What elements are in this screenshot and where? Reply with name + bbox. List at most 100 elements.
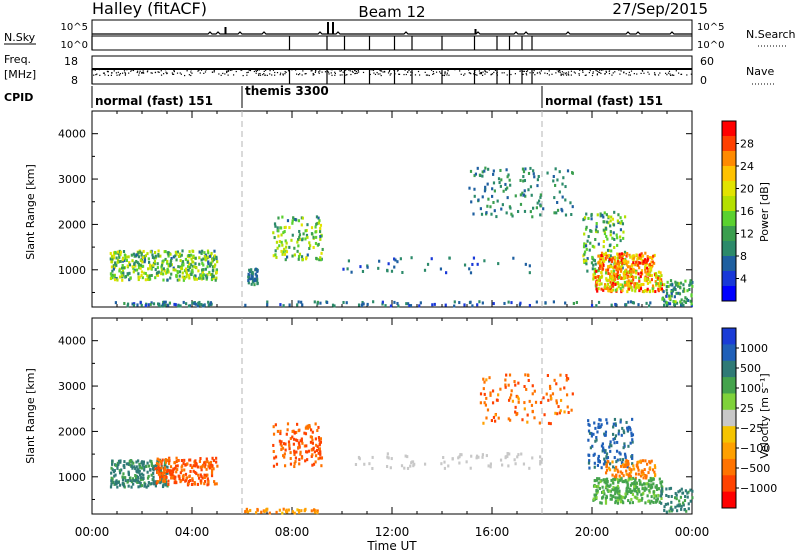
- scatter-cell: [469, 300, 472, 304]
- nave-dot: [311, 70, 313, 72]
- scatter-cell: [631, 254, 634, 258]
- scatter-cell: [583, 242, 586, 246]
- nave-dot: [546, 72, 548, 75]
- nave-dot: [355, 72, 357, 74]
- scatter-cell: [600, 282, 603, 286]
- scatter-cell: [180, 459, 184, 463]
- scatter-cell: [589, 241, 592, 245]
- scatter-cell: [653, 496, 656, 500]
- scatter-cell: [118, 275, 122, 279]
- colorbar-segment: [722, 377, 736, 394]
- scatter-cell: [178, 278, 181, 282]
- scatter-cell: [670, 291, 673, 295]
- scatter-cell: [519, 193, 522, 197]
- scatter-cell: [536, 178, 539, 182]
- scatter-cell: [193, 481, 196, 485]
- scatter-cell: [451, 457, 454, 461]
- nave-dot: [601, 69, 603, 71]
- scatter-cell: [114, 463, 117, 467]
- scatter-cell: [559, 398, 563, 402]
- nave-dot: [315, 70, 317, 72]
- scatter-cell: [473, 187, 476, 191]
- scatter-cell: [481, 301, 484, 305]
- scatter-cell: [655, 485, 658, 489]
- scatter-cell: [128, 263, 132, 267]
- scatter-cell: [127, 470, 130, 474]
- scatter-cell: [124, 476, 127, 480]
- nave-dot: [301, 74, 303, 76]
- scatter-cell: [500, 178, 503, 182]
- scatter-cell: [641, 496, 644, 500]
- nave-dot: [369, 73, 371, 76]
- nave-dot: [484, 73, 486, 75]
- scatter-cell: [182, 461, 185, 465]
- scatter-cell: [622, 236, 625, 240]
- scatter-cell: [687, 507, 690, 511]
- scatter-cell: [430, 257, 433, 261]
- scatter-cell: [149, 250, 152, 254]
- scatter-cell: [317, 436, 321, 440]
- scatter-cell: [489, 391, 492, 395]
- scatter-cell: [516, 395, 519, 399]
- scatter-cell: [527, 188, 530, 192]
- scatter-cell: [278, 439, 281, 443]
- scatter-cell: [491, 187, 494, 191]
- scatter-cell: [654, 290, 657, 294]
- scatter-cell: [626, 260, 630, 264]
- scatter-cell: [502, 189, 505, 193]
- scatter-cell: [396, 260, 399, 264]
- scatter-cell: [169, 465, 173, 469]
- scatter-cell: [670, 294, 673, 298]
- scatter-cell: [630, 263, 634, 267]
- nave-dot: [486, 71, 488, 73]
- scatter-cell: [616, 496, 619, 500]
- scatter-cell: [616, 276, 619, 280]
- scatter-cell: [651, 257, 654, 261]
- scatter-cell: [609, 497, 612, 501]
- scatter-cell: [482, 377, 485, 381]
- scatter-cell: [598, 460, 601, 464]
- scatter-cell: [686, 495, 689, 499]
- nave-dot: [172, 73, 175, 75]
- scatter-cell: [207, 464, 210, 468]
- scatter-cell: [209, 262, 212, 266]
- scatter-cell: [650, 479, 653, 483]
- scatter-cell: [202, 304, 205, 308]
- scatter-cell: [194, 256, 197, 260]
- scatter-cell: [468, 267, 471, 271]
- nave-dot: [142, 69, 144, 71]
- nave-dot: [172, 73, 174, 75]
- scatter-cell: [633, 485, 636, 489]
- nsky-peak: [474, 29, 477, 34]
- scatter-cell: [514, 383, 517, 387]
- scatter-cell: [619, 235, 622, 239]
- scatter-cell: [628, 253, 631, 257]
- scatter-cell: [627, 478, 630, 482]
- scatter-cell: [215, 460, 218, 464]
- scatter-cell: [689, 282, 693, 286]
- scatter-cell: [613, 437, 617, 441]
- scatter-cell: [656, 497, 659, 501]
- scatter-cell: [471, 304, 474, 308]
- scatter-cell: [608, 489, 611, 493]
- nave-dot: [501, 72, 503, 74]
- nave-dot: [380, 70, 382, 72]
- nave-dot: [480, 73, 483, 75]
- scatter-cell: [570, 408, 573, 412]
- scatter-cell: [635, 253, 638, 257]
- scatter-cell: [278, 240, 281, 244]
- scatter-cell: [282, 442, 286, 446]
- scatter-cell: [627, 473, 630, 477]
- scatter-cell: [650, 459, 653, 463]
- scatter-cell: [506, 455, 509, 459]
- scatter-cell: [644, 260, 647, 264]
- scatter-cell: [483, 380, 486, 384]
- scatter-cell: [527, 171, 531, 175]
- scatter-cell: [142, 473, 145, 477]
- scatter-cell: [620, 290, 623, 294]
- scatter-cell: [630, 285, 633, 289]
- nave-dot: [641, 69, 644, 71]
- scatter-cell: [593, 267, 597, 271]
- scatter-cell: [116, 485, 119, 489]
